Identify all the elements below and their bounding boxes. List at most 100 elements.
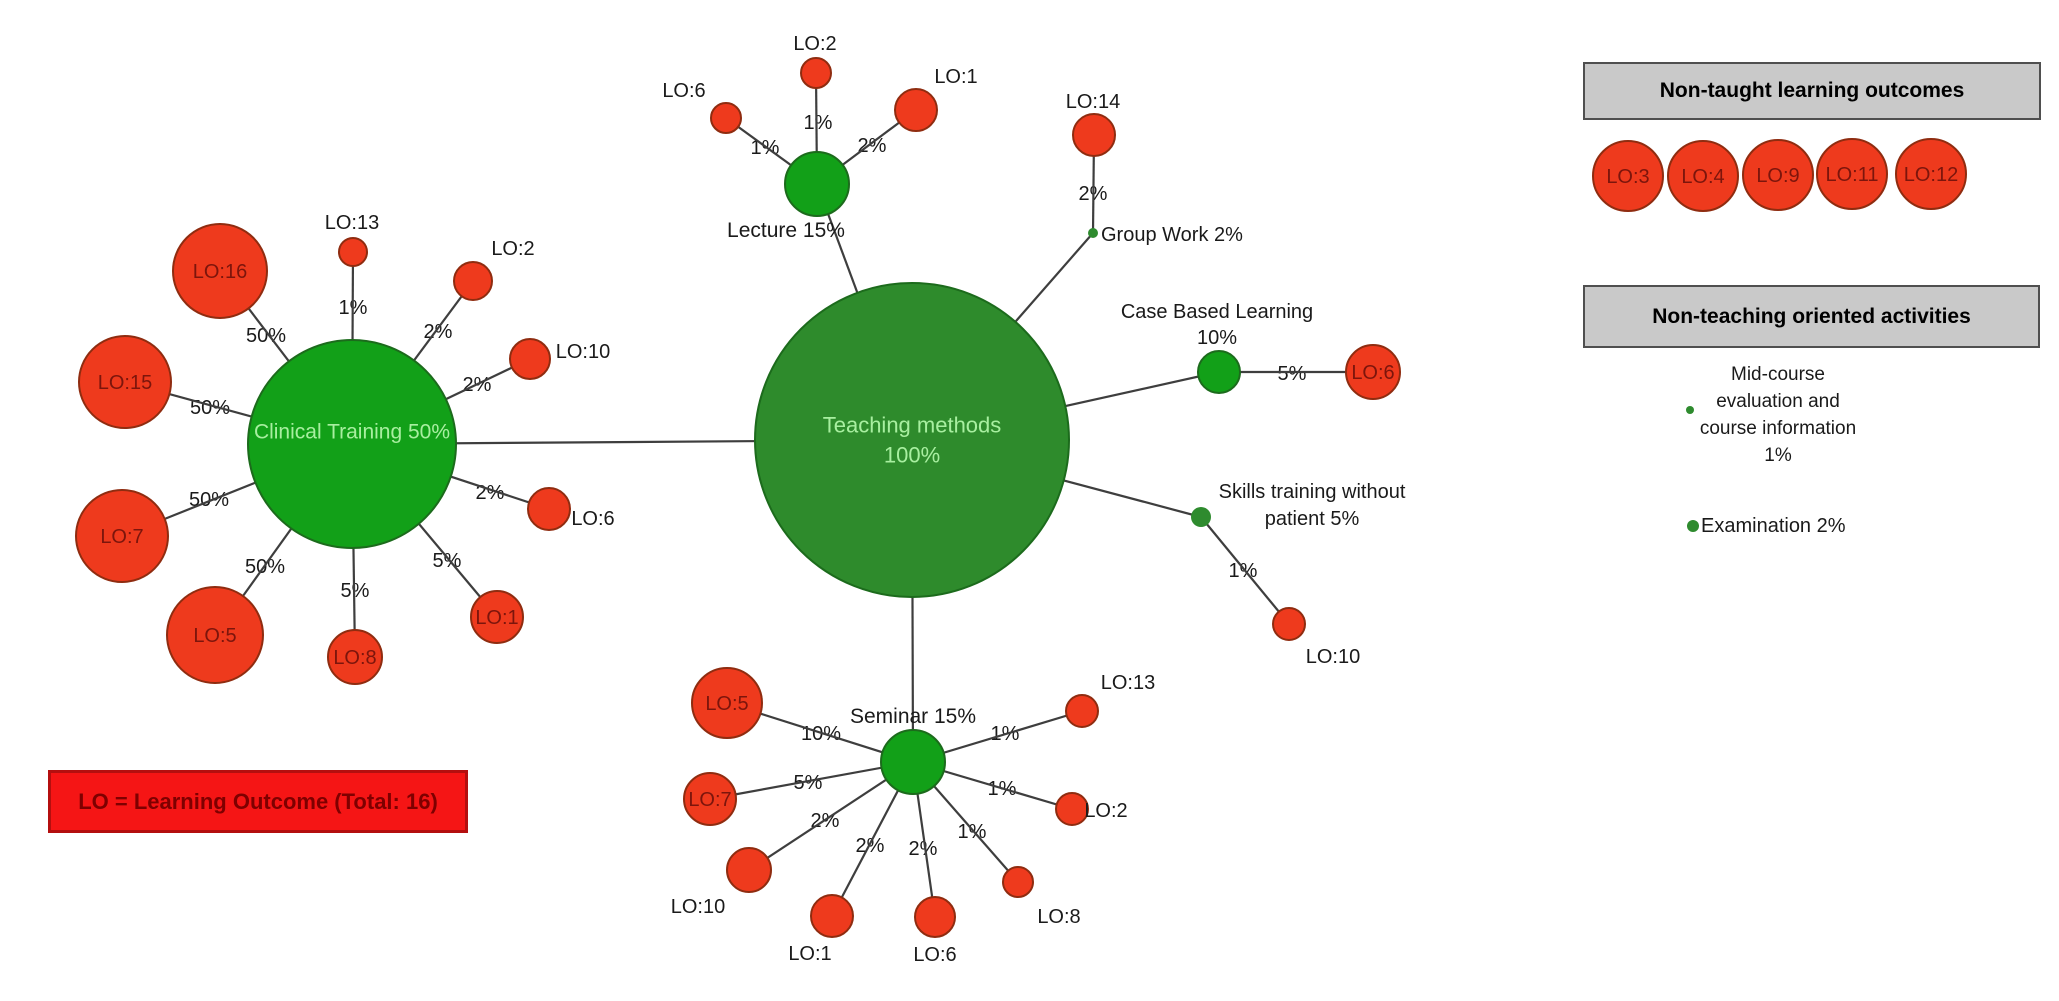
midcourse-line-4: 1% [1764,445,1792,466]
panel-outcome-label-lo12: LO:12 [1904,164,1958,186]
panel-outcome-label-lo3: LO:3 [1606,166,1649,188]
panel-outcome-circle-lo9 [1742,139,1814,211]
panel-outcome-label-lo9: LO:9 [1756,165,1799,187]
edge-percent-label-clinical-c2: 2% [424,321,453,343]
panel-outcome-circle-lo3 [1592,140,1664,212]
method-node-lecture [784,151,850,217]
edge-percent-label-lecture-l2: 1% [804,112,833,134]
outcome-node-l6 [710,102,742,134]
edge-percent-label-cbl-cb6: 5% [1278,363,1307,385]
midcourse-line-3: course information [1699,418,1857,439]
edge-percent-label-seminar-s7: 5% [794,772,823,794]
node-label-cb6: LO:6 [1351,362,1394,384]
node-label-s7: LO:7 [688,789,731,811]
node-label-s5: LO:5 [705,693,748,715]
node-label-s6: LO:6 [913,944,956,966]
node-label-c13: LO:13 [325,212,379,234]
node-label-s1: LO:1 [788,943,831,965]
outcome-node-c8 [327,629,383,685]
outcome-node-c15 [78,335,172,429]
node-label-teaching-line1: Teaching methods [823,413,1002,438]
panel-outcome-circle-lo11 [1816,138,1888,210]
node-label-seminar: Seminar 15% [850,705,976,728]
outcome-node-s10 [726,847,772,893]
node-label-clinical-line1: Clinical Training 50% [254,420,450,443]
non-teaching-dot-2 [1687,520,1699,532]
node-label-l6: LO:6 [662,80,705,102]
outcome-node-s2 [1055,792,1089,826]
outcome-node-s8 [1002,866,1034,898]
edge-percent-label-lecture-l1: 2% [858,135,887,157]
node-label-c8: LO:8 [333,647,376,669]
node-label-lecture: Lecture 15% [727,219,845,242]
node-label-l1: LO:1 [934,66,977,88]
method-node-groupwork [1088,228,1098,238]
node-label-groupwork: Group Work 2% [1101,224,1243,246]
outcome-node-c16 [172,223,268,319]
node-label-cbl-line1: Case Based Learning [1121,301,1313,323]
legend-box: LO = Learning Outcome (Total: 16) [48,770,468,833]
panel-header-non-taught-learning-outcomes: Non-taught learning outcomes [1583,62,2041,120]
outcome-node-s6 [914,896,956,938]
outcome-node-sk10 [1272,607,1306,641]
node-label-c15: LO:15 [98,372,152,394]
edge-percent-label-seminar-s6: 2% [909,838,938,860]
non-teaching-item-midcourse: Mid-course evaluation and course informa… [1658,361,1898,469]
outcome-node-l2 [800,57,832,89]
edge-percent-label-lecture-l6: 1% [751,137,780,159]
edge-skills-sk10 [1200,516,1290,625]
panel-header-non-teaching-oriented-activities: Non-teaching oriented activities [1583,285,2040,348]
edge-percent-label-seminar-s1: 2% [856,835,885,857]
node-label-s2: LO:2 [1084,800,1127,822]
outcome-node-c13 [338,237,368,267]
outcome-node-s5 [691,667,763,739]
method-node-skills [1191,507,1211,527]
node-label-teaching-line2: 100% [884,443,940,468]
outcome-node-c5 [166,586,264,684]
outcome-node-c7 [75,489,169,583]
node-label-l2: LO:2 [793,33,836,55]
non-teaching-dot-1 [1686,406,1694,414]
edge-percent-label-skills-sk10: 1% [1229,560,1258,582]
edge-seminar-s7 [709,760,914,801]
panel-outcome-circle-lo4 [1667,140,1739,212]
node-label-gw14: LO:14 [1066,91,1120,113]
node-label-s8: LO:8 [1037,906,1080,928]
node-label-c1: LO:1 [475,607,518,629]
node-label-skills-line1: Skills training without [1219,481,1406,503]
outcome-node-c6 [527,487,571,531]
method-node-clinical [247,339,457,549]
non-teaching-item-examination: Examination 2% [1701,515,1846,537]
outcome-node-c10 [509,338,551,380]
method-node-cbl [1197,350,1241,394]
node-label-s10: LO:10 [671,896,725,918]
node-label-skills-line2: patient 5% [1265,508,1360,530]
outcome-node-c1 [470,590,524,644]
panel-outcome-label-lo11: LO:11 [1826,164,1879,186]
node-label-c6: LO:6 [571,508,614,530]
outcome-node-s1 [810,894,854,938]
node-label-c16: LO:16 [193,261,247,283]
outcome-node-gw14 [1072,113,1116,157]
method-node-seminar [880,729,946,795]
node-label-c5: LO:5 [193,625,236,647]
edge-percent-label-clinical-c16: 50% [246,325,286,347]
outcome-node-c2 [453,261,493,301]
panel-outcome-label-lo4: LO:4 [1681,166,1724,188]
outcome-node-s13 [1065,694,1099,728]
node-label-sk10: LO:10 [1306,646,1360,668]
node-label-c7: LO:7 [100,526,143,548]
midcourse-line-2: evaluation and [1716,391,1840,412]
node-label-c2: LO:2 [491,238,534,260]
outcome-node-cb6 [1345,344,1401,400]
outcome-node-s7 [683,772,737,826]
panel-outcome-circle-lo12 [1895,138,1967,210]
midcourse-line-1: Mid-course [1731,364,1825,385]
node-label-cbl-line2: 10% [1197,327,1237,349]
method-node-teaching [754,282,1070,598]
node-label-c10: LO:10 [556,341,610,363]
outcome-node-l1 [894,88,938,132]
node-label-s13: LO:13 [1101,672,1155,694]
